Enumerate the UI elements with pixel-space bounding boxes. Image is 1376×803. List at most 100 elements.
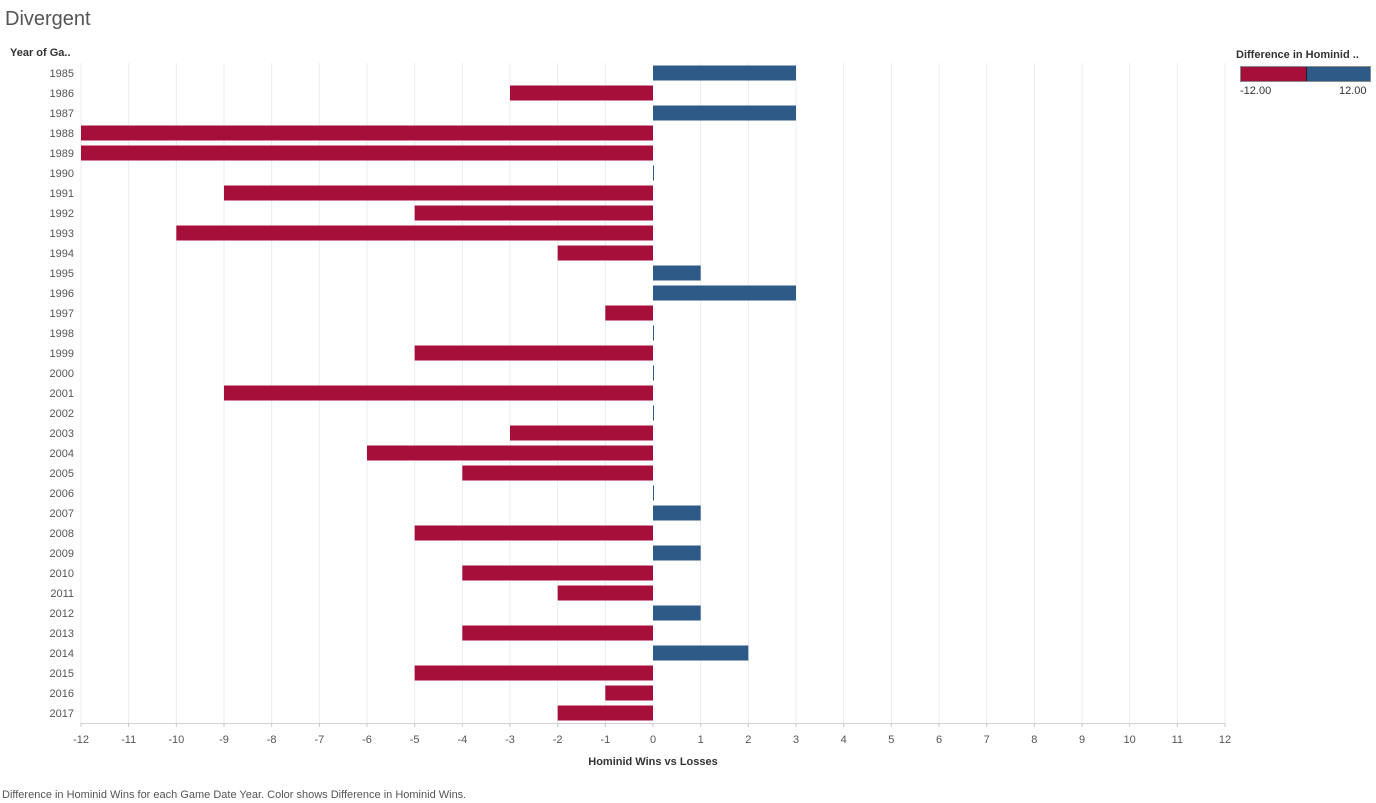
x-tick-label: 5	[888, 734, 894, 746]
bar	[224, 185, 653, 201]
y-category-label: 1993	[50, 228, 74, 240]
y-category-label: 1997	[50, 308, 74, 320]
bar	[510, 425, 653, 441]
x-tick-label: 4	[841, 734, 847, 746]
x-tick-label: 9	[1079, 734, 1085, 746]
bar	[653, 505, 701, 521]
x-tick-label: -6	[362, 734, 372, 746]
y-category-label: 2004	[50, 448, 74, 460]
y-category-label: 2010	[50, 568, 74, 580]
x-tick-label: 0	[650, 734, 656, 746]
y-category-label: 2013	[50, 628, 74, 640]
bar	[653, 605, 701, 621]
y-category-label: 1992	[50, 208, 74, 220]
y-category-label: 1987	[50, 108, 74, 120]
x-tick-label: -2	[553, 734, 563, 746]
y-category-label: 2012	[50, 608, 74, 620]
x-tick-label: 11	[1172, 734, 1183, 746]
y-category-label: 1998	[50, 328, 74, 340]
bar	[653, 365, 654, 381]
x-tick-label: -9	[219, 734, 229, 746]
x-axis-title[interactable]: Hominid Wins vs Losses	[588, 756, 718, 768]
x-tick-label: 8	[1031, 734, 1037, 746]
y-category-label: 2002	[50, 408, 74, 420]
y-category-label: 1994	[50, 248, 74, 260]
bar	[653, 165, 654, 181]
x-tick-label: 6	[936, 734, 942, 746]
y-category-label: 1989	[50, 148, 74, 160]
y-category-label: 1986	[50, 88, 74, 100]
legend-color-ramp	[1240, 66, 1371, 82]
y-category-label: 2015	[50, 668, 74, 680]
bar	[414, 205, 653, 221]
bar	[557, 585, 653, 601]
bar	[653, 485, 654, 501]
bar	[510, 85, 653, 101]
x-tick-label: 7	[984, 734, 990, 746]
legend-midpoint-marker	[1306, 67, 1307, 81]
chart-title: Divergent	[5, 8, 91, 30]
bar	[81, 145, 653, 161]
y-category-label: 1995	[50, 268, 74, 280]
bar	[176, 225, 654, 241]
legend-max-label: 12.00	[1339, 85, 1367, 97]
bar	[653, 545, 701, 561]
bar	[653, 65, 796, 81]
bar	[462, 465, 653, 481]
y-category-label: 2005	[50, 468, 74, 480]
bar	[653, 265, 701, 281]
x-tick-label: 2	[745, 734, 751, 746]
y-category-label: 2000	[50, 368, 74, 380]
y-category-label: 1991	[50, 188, 74, 200]
x-tick-label: 3	[793, 734, 799, 746]
x-tick-label: 10	[1124, 734, 1136, 746]
row-header-year[interactable]: Year of Ga..	[10, 47, 71, 59]
x-tick-label: -12	[73, 734, 89, 746]
bar	[653, 405, 654, 421]
bar	[653, 105, 796, 121]
x-tick-label: -5	[410, 734, 420, 746]
x-tick-label: -11	[121, 734, 136, 746]
x-tick-label: -1	[600, 734, 610, 746]
x-tick-label: 12	[1219, 734, 1231, 746]
bar	[81, 125, 653, 141]
bar	[367, 445, 653, 461]
y-category-label: 1990	[50, 168, 74, 180]
y-category-label: 2009	[50, 548, 74, 560]
bar	[557, 245, 653, 261]
x-tick-label: -3	[505, 734, 515, 746]
y-category-label: 2014	[50, 648, 74, 660]
bar	[653, 325, 654, 341]
x-tick-label: -7	[314, 734, 324, 746]
x-tick-label: -10	[168, 734, 184, 746]
bar	[414, 525, 653, 541]
legend-negative-swatch	[1241, 67, 1306, 81]
y-category-label: 1999	[50, 348, 74, 360]
bar	[414, 665, 653, 681]
bar	[605, 305, 653, 321]
y-category-label: 2008	[50, 528, 74, 540]
y-category-label: 1996	[50, 288, 74, 300]
bar	[605, 685, 653, 701]
y-category-label: 2006	[50, 488, 74, 500]
x-tick-label: 1	[698, 734, 704, 746]
bar	[414, 345, 653, 361]
chart-caption: Difference in Hominid Wins for each Game…	[2, 789, 467, 801]
y-category-label: 1988	[50, 128, 74, 140]
y-category-label: 2001	[50, 388, 74, 400]
bar	[557, 705, 653, 721]
y-category-label: 2007	[50, 508, 74, 520]
y-category-label: 2017	[50, 708, 74, 720]
legend-title[interactable]: Difference in Hominid ..	[1236, 49, 1359, 61]
bar	[462, 625, 653, 641]
legend-min-label: -12.00	[1240, 85, 1272, 97]
x-tick-label: -4	[457, 734, 467, 746]
y-category-label: 2011	[50, 588, 74, 600]
bar	[653, 285, 796, 301]
bar	[462, 565, 653, 581]
x-tick-label: -8	[267, 734, 277, 746]
bar	[653, 645, 749, 661]
y-category-label: 2016	[50, 688, 74, 700]
y-category-label: 2003	[50, 428, 74, 440]
